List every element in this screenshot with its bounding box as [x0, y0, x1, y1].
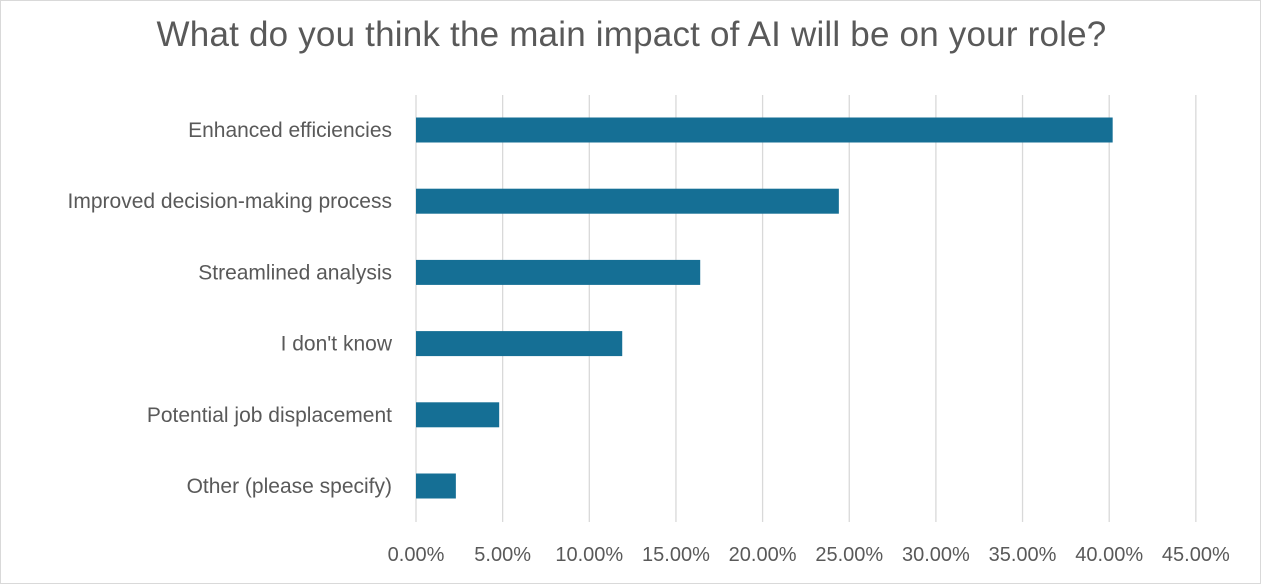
x-tick-label: 15.00% — [642, 544, 710, 566]
x-tick-label: 45.00% — [1162, 544, 1230, 566]
x-tick-label: 0.00% — [388, 544, 445, 566]
bar — [416, 331, 623, 357]
x-tick-label: 10.00% — [555, 544, 623, 566]
chart-title: What do you think the main impact of AI … — [156, 15, 1107, 54]
x-tick-label: 5.00% — [474, 544, 531, 566]
bar — [416, 188, 839, 214]
category-label: Streamlined analysis — [198, 261, 392, 284]
bar — [416, 473, 456, 499]
bar — [416, 259, 701, 285]
category-label: Other (please specify) — [187, 475, 392, 498]
x-tick-label: 20.00% — [729, 544, 797, 566]
category-label: I don't know — [281, 333, 393, 356]
bar — [416, 402, 500, 428]
x-tick-label: 40.00% — [1075, 544, 1143, 566]
x-tick-label: 25.00% — [815, 544, 883, 566]
bar — [416, 117, 1113, 143]
category-label: Improved decision-making process — [68, 190, 392, 213]
x-tick-label: 35.00% — [989, 544, 1057, 566]
category-label: Potential job displacement — [147, 404, 392, 427]
x-tick-label: 30.00% — [902, 544, 970, 566]
category-label: Enhanced efficiencies — [188, 119, 392, 142]
